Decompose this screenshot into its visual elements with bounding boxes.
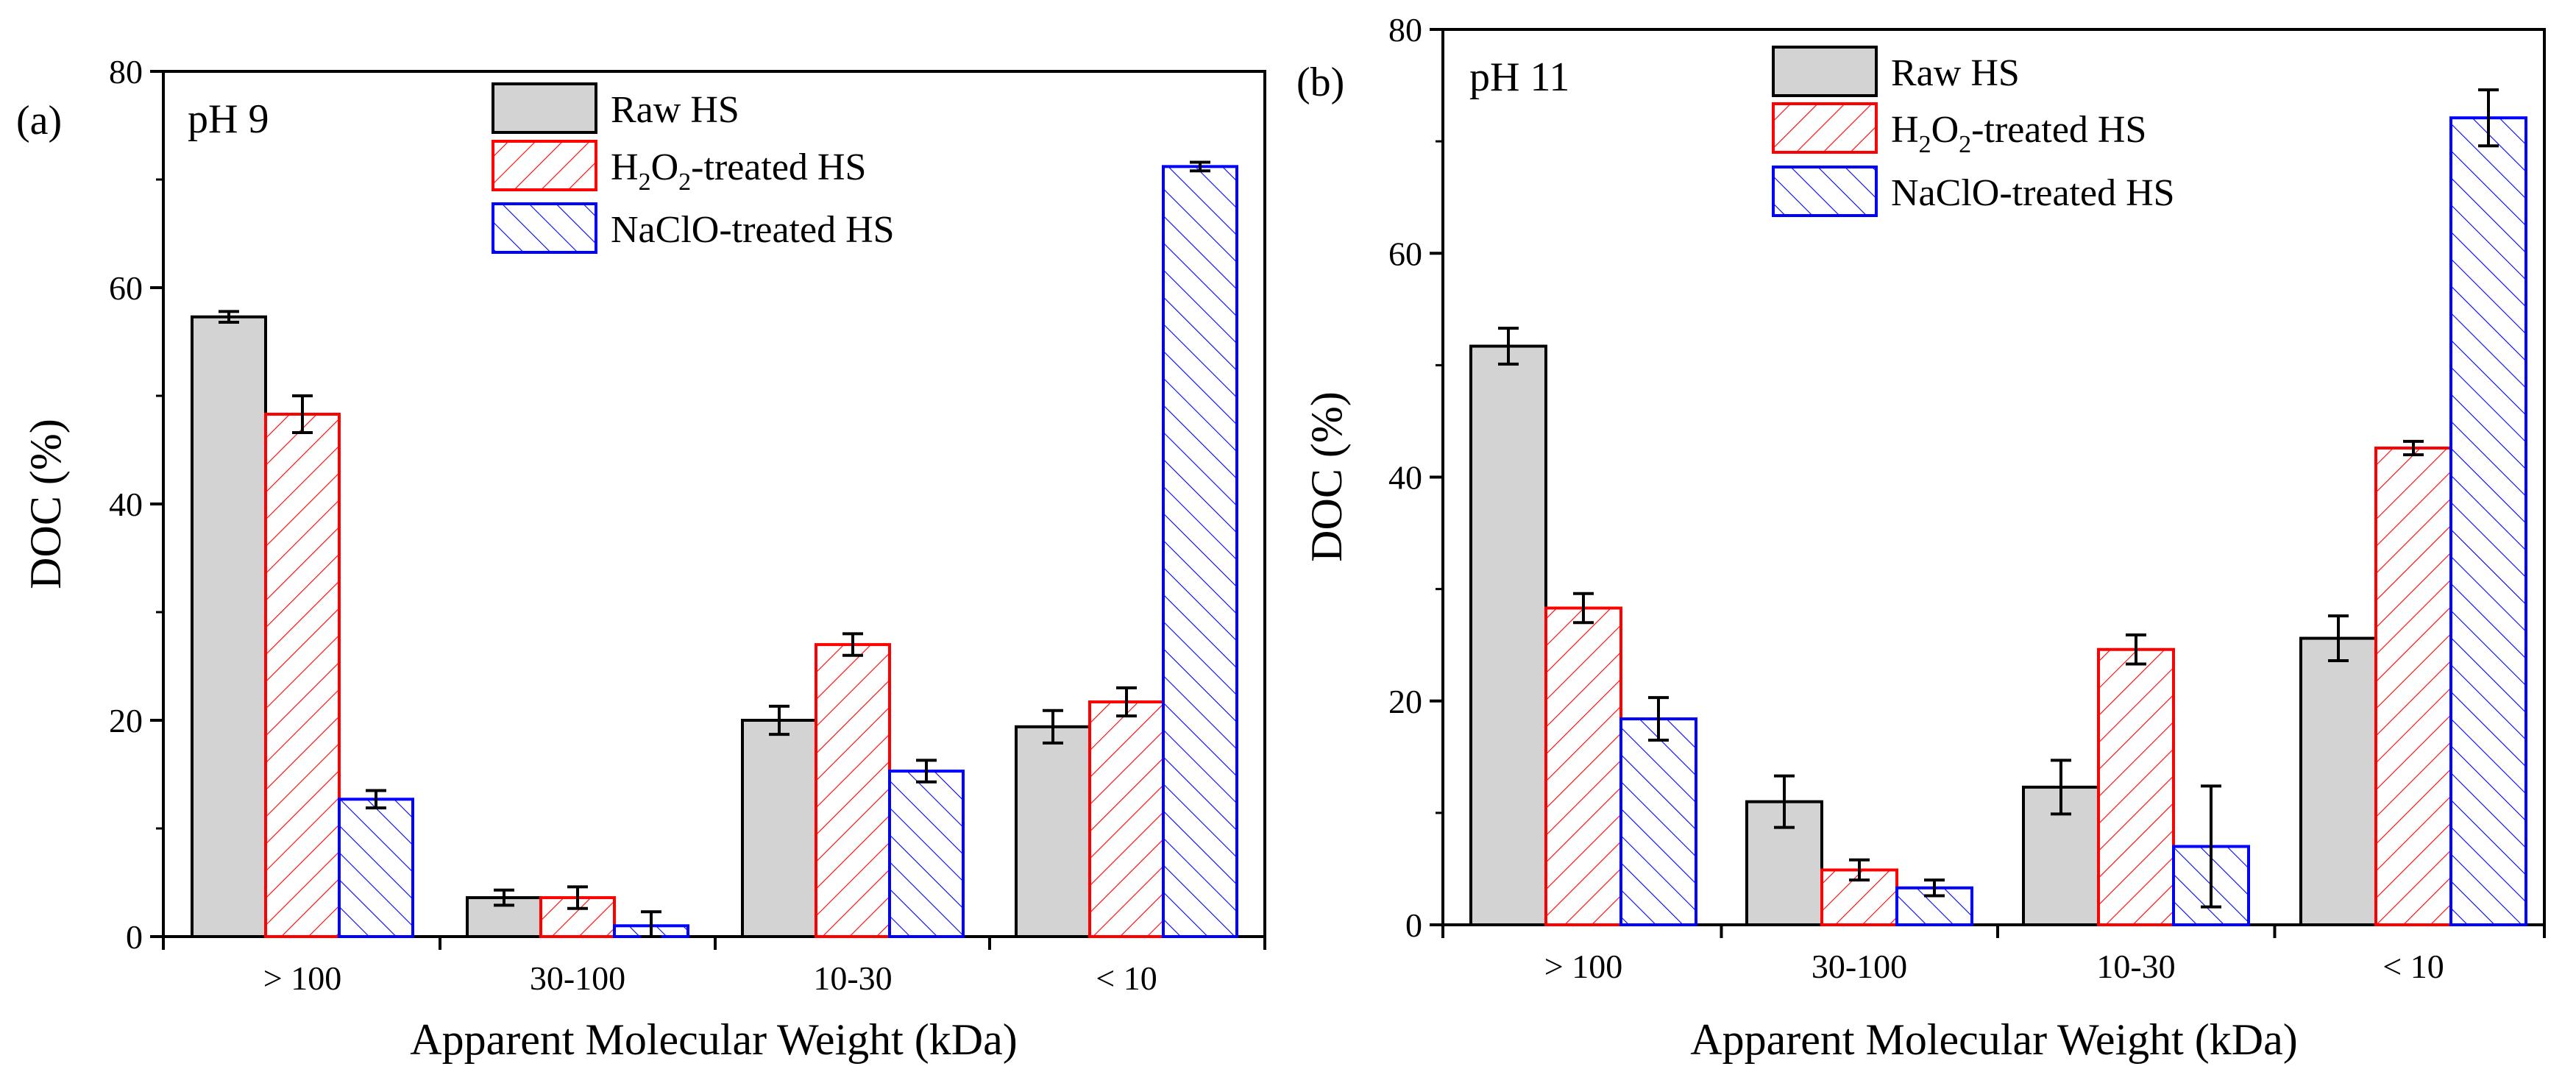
legend-label-h2o2: H2O2-treated HS bbox=[611, 146, 866, 196]
legend-item-raw: Raw HS bbox=[1772, 46, 2020, 97]
legend-item-raw: Raw HS bbox=[492, 82, 739, 134]
legend-swatch-raw bbox=[492, 82, 597, 134]
plot-area: 0 20 40 60 80 > 100 30-100 10-30 < 10 bbox=[1388, 11, 2546, 985]
bar-raw-4 bbox=[2299, 636, 2377, 926]
plot-area: 0 20 40 60 80 > 100 30-100 10-30 < 10 bbox=[109, 53, 1266, 997]
error-bar-h2o2-2 bbox=[567, 885, 588, 910]
error-bars bbox=[219, 160, 1210, 938]
error-bar-naclo-1 bbox=[366, 789, 386, 810]
panel-label: (a) bbox=[16, 98, 62, 143]
bar-naclo-1 bbox=[1619, 717, 1697, 927]
ph-annotation: pH 9 bbox=[188, 96, 269, 142]
y-tick-label: 40 bbox=[1388, 459, 1422, 497]
bar-h2o2-1 bbox=[1544, 606, 1622, 927]
legend-swatch-h2o2 bbox=[1772, 102, 1878, 154]
error-bar-h2o2-4 bbox=[2403, 439, 2424, 457]
bar-h2o2-1 bbox=[264, 412, 341, 938]
x-tick-label: 10-30 bbox=[2096, 948, 2175, 985]
error-bar-raw-3 bbox=[769, 704, 790, 736]
y-tick-label: 20 bbox=[1388, 683, 1422, 720]
error-bar-naclo-2 bbox=[641, 910, 661, 938]
x-tick-label: > 100 bbox=[263, 959, 341, 997]
bar-h2o2-3 bbox=[815, 643, 891, 938]
legend-item-h2o2: H2O2-treated HS bbox=[1772, 102, 2146, 158]
error-bar-naclo-2 bbox=[1924, 878, 1945, 898]
y-tick-label: 0 bbox=[1405, 906, 1422, 944]
error-bar-raw-2 bbox=[494, 888, 514, 907]
legend-swatch-h2o2 bbox=[492, 140, 597, 191]
y-tick-label: 80 bbox=[1388, 11, 1422, 49]
bar-h2o2-4 bbox=[1088, 700, 1165, 938]
error-bar-raw-1 bbox=[219, 310, 239, 324]
y-axis-ticks: 0 20 40 60 80 bbox=[109, 53, 163, 956]
error-bar-raw-3 bbox=[2051, 759, 2071, 816]
y-tick-label: 60 bbox=[109, 269, 143, 307]
ph-annotation: pH 11 bbox=[1469, 54, 1569, 100]
legend-label-naclo: NaClO-treated HS bbox=[1891, 172, 2175, 214]
error-bars bbox=[1498, 88, 2499, 909]
bar-raw-1 bbox=[1469, 344, 1547, 927]
x-axis-ticks: > 100 30-100 10-30 < 10 bbox=[162, 937, 1266, 997]
error-bar-naclo-3 bbox=[916, 759, 937, 784]
bar-naclo-3 bbox=[888, 770, 965, 938]
x-tick-label: < 10 bbox=[2382, 948, 2444, 985]
error-bar-h2o2-1 bbox=[292, 394, 313, 434]
bar-raw-1 bbox=[191, 315, 267, 938]
y-tick-label: 40 bbox=[109, 486, 143, 523]
bar-naclo-4 bbox=[1162, 165, 1238, 939]
error-bar-naclo-3 bbox=[2201, 784, 2221, 909]
x-tick-label: < 10 bbox=[1096, 959, 1157, 997]
y-axis-ticks: 0 20 40 60 80 bbox=[1388, 11, 1443, 944]
bar-naclo-4 bbox=[2449, 116, 2527, 927]
x-axis-title: Apparent Molecular Weight (kDa) bbox=[410, 1015, 1017, 1064]
legend-label-raw: Raw HS bbox=[1891, 52, 2020, 94]
bar-raw-4 bbox=[1015, 725, 1091, 938]
x-tick-label: 30-100 bbox=[1812, 948, 1907, 985]
error-bar-h2o2-3 bbox=[842, 632, 863, 657]
x-axis-title: Apparent Molecular Weight (kDa) bbox=[1690, 1015, 2297, 1064]
x-tick-label: 30-100 bbox=[530, 959, 625, 997]
x-tick-label: > 100 bbox=[1544, 948, 1622, 985]
x-tick-label: 10-30 bbox=[813, 959, 892, 997]
error-bar-raw-4 bbox=[1043, 709, 1063, 745]
error-bar-naclo-1 bbox=[1648, 696, 1669, 742]
bar-raw-3 bbox=[741, 719, 817, 938]
error-bar-h2o2-4 bbox=[1116, 686, 1137, 718]
legend: Raw HS H2O2-treated HS NaClO-treated HS bbox=[492, 82, 895, 254]
y-tick-label: 20 bbox=[109, 702, 143, 739]
bar-naclo-1 bbox=[338, 798, 414, 939]
error-bar-h2o2-2 bbox=[1849, 858, 1870, 882]
legend-swatch-naclo bbox=[1772, 166, 1878, 217]
legend: Raw HS H2O2-treated HS NaClO-treated HS bbox=[1772, 46, 2175, 217]
legend-label-raw: Raw HS bbox=[611, 89, 739, 131]
legend-item-naclo: NaClO-treated HS bbox=[492, 202, 895, 254]
error-bar-naclo-4 bbox=[2478, 88, 2499, 148]
y-tick-label: 80 bbox=[109, 53, 143, 90]
y-tick-label: 60 bbox=[1388, 235, 1422, 272]
error-bar-h2o2-1 bbox=[1573, 592, 1594, 625]
error-bar-raw-4 bbox=[2328, 614, 2349, 662]
legend-item-naclo: NaClO-treated HS bbox=[1772, 166, 2175, 217]
bars bbox=[1469, 116, 2527, 927]
panel-b: 0 20 40 60 80 > 100 30-100 10-30 < 10 (b) pH 11… bbox=[1296, 11, 2546, 1064]
error-bar-naclo-4 bbox=[1190, 160, 1210, 173]
legend-swatch-naclo bbox=[492, 202, 597, 254]
legend-label-naclo: NaClO-treated HS bbox=[611, 209, 895, 251]
legend-label-h2o2: H2O2-treated HS bbox=[1891, 109, 2146, 158]
bar-h2o2-4 bbox=[2374, 446, 2452, 926]
y-axis-title: DOC (%) bbox=[21, 419, 70, 589]
error-bar-h2o2-3 bbox=[2126, 633, 2146, 666]
x-axis-ticks: > 100 30-100 10-30 < 10 bbox=[1441, 925, 2546, 985]
y-axis-title: DOC (%) bbox=[1302, 391, 1351, 562]
bar-h2o2-3 bbox=[2097, 647, 2175, 927]
bars bbox=[191, 165, 1238, 939]
legend-swatch-raw bbox=[1772, 46, 1878, 97]
legend-item-h2o2: H2O2-treated HS bbox=[492, 140, 866, 196]
error-bar-raw-1 bbox=[1498, 327, 1519, 366]
panel-label: (b) bbox=[1296, 60, 1344, 105]
error-bar-raw-2 bbox=[1774, 774, 1795, 829]
y-tick-label: 0 bbox=[126, 918, 143, 956]
